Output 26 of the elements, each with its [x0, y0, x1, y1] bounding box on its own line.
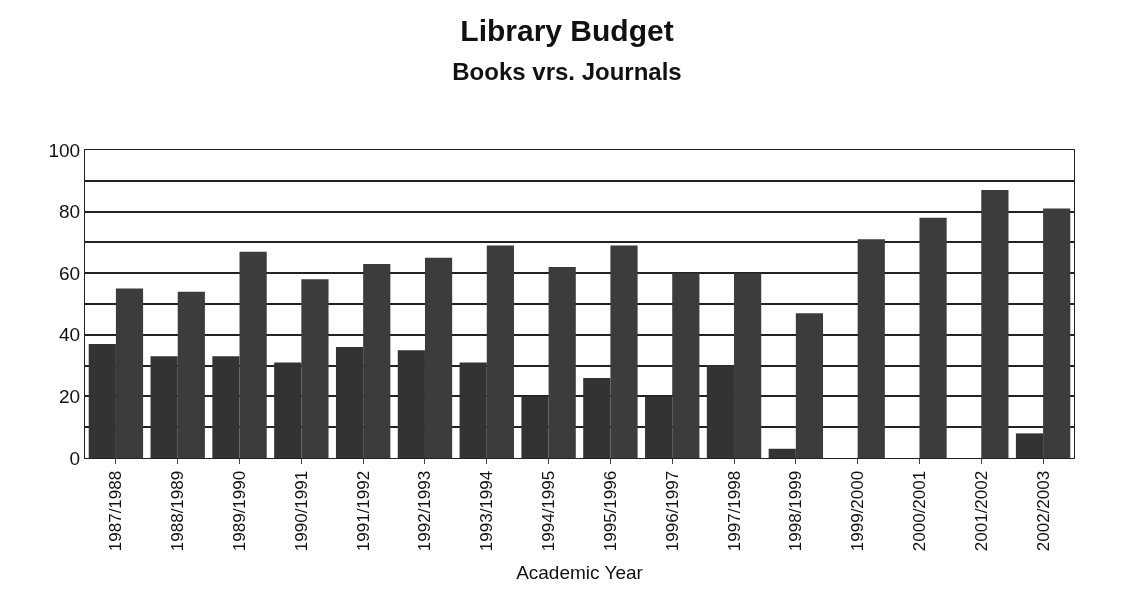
y-tick-label: 40 [59, 324, 81, 346]
bar [857, 239, 885, 458]
x-tick-label: 2002/2003 [1033, 470, 1053, 552]
x-tick-label: 1996/1997 [662, 470, 682, 552]
y-tick-label: 100 [48, 139, 81, 161]
x-tick-label: 1989/1990 [230, 470, 250, 552]
x-axis-title: Academic Year [516, 561, 644, 583]
x-tick-label: 2000/2001 [909, 470, 929, 552]
y-tick-label: 0 [69, 447, 81, 469]
x-tick-label: 1993/1994 [477, 470, 497, 552]
x-tick-label: 1998/1999 [786, 470, 806, 552]
y-tick-label: 20 [59, 386, 81, 408]
y-tick-label: 80 [59, 201, 81, 223]
x-tick-label: 1994/1995 [539, 470, 559, 552]
x-tick-label: 1995/1996 [600, 470, 620, 552]
x-tick-label: 1997/1998 [724, 470, 744, 552]
x-tick-label: 2001/2002 [971, 470, 991, 552]
x-tick-label: 1992/1993 [415, 470, 435, 552]
x-tick-label: 1999/2000 [848, 470, 868, 552]
x-tick-label: 1988/1989 [168, 470, 188, 552]
x-tick-label: 1987/1988 [106, 470, 126, 552]
chart-title: Library Budget [460, 14, 674, 48]
y-tick-label: 60 [59, 262, 81, 284]
x-tick-label: 1990/1991 [291, 470, 311, 552]
x-tick-label: 1991/1992 [353, 470, 373, 552]
chart-subtitle: Books vrs. Journals [452, 58, 682, 86]
